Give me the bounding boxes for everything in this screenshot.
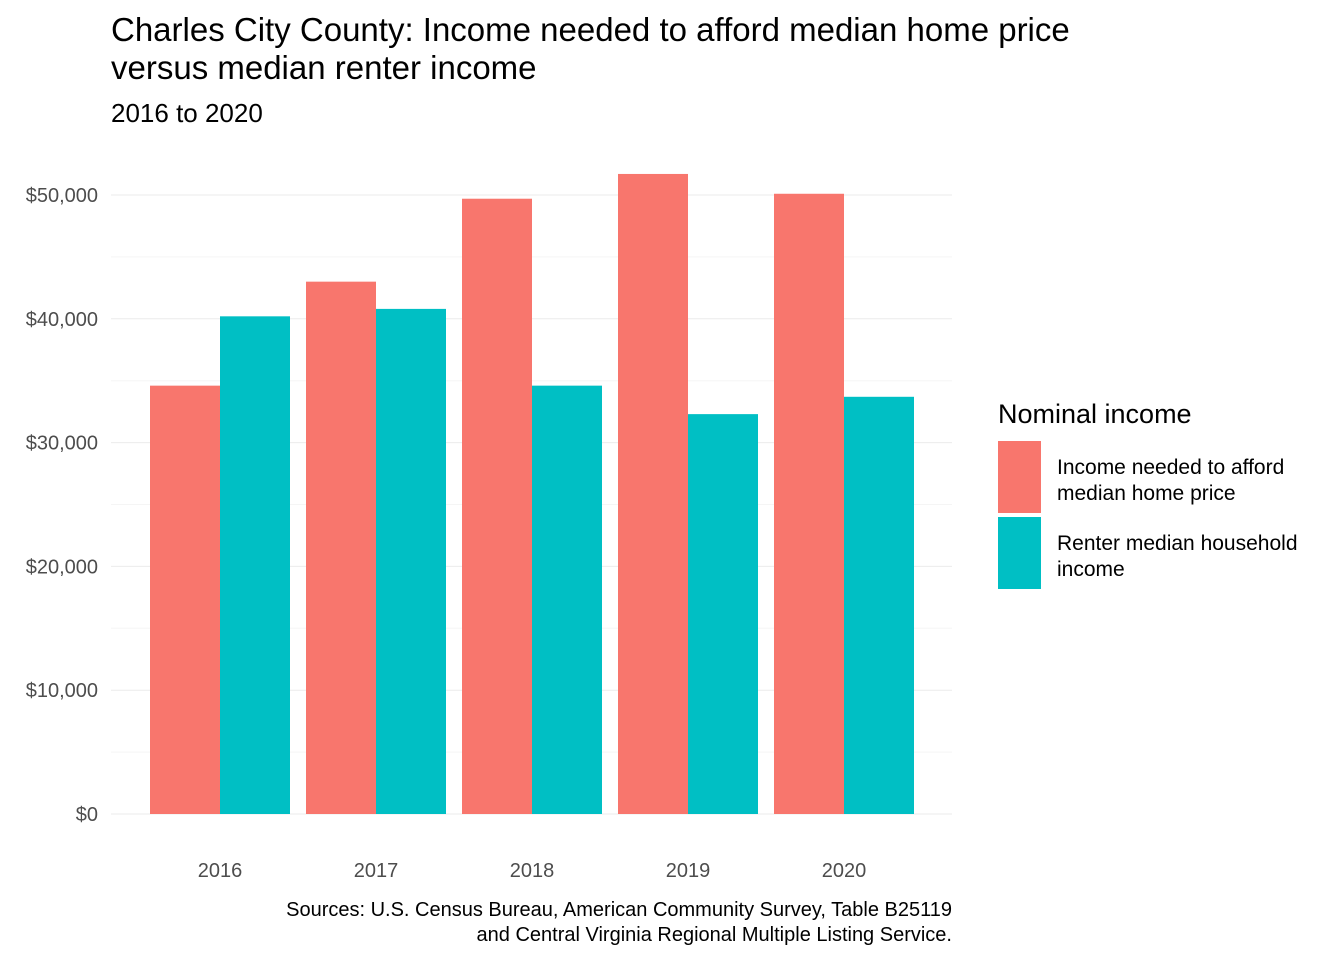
y-tick-label: $0 bbox=[76, 804, 98, 826]
legend-key-home-price-income bbox=[998, 441, 1041, 513]
x-tick-label-2018: 2018 bbox=[510, 860, 555, 882]
legend-label-home-price-income-line-2: median home price bbox=[1057, 482, 1236, 505]
legend-label-renter-income-line-2: income bbox=[1057, 558, 1125, 581]
y-tick-label: $20,000 bbox=[26, 556, 98, 578]
bar-home-price-income-2018 bbox=[462, 198, 532, 815]
y-tick-label: $40,000 bbox=[26, 309, 98, 331]
bar-renter-income-2019 bbox=[688, 414, 758, 814]
caption-line-1: Sources: U.S. Census Bureau, American Co… bbox=[286, 899, 952, 921]
chart-title-line-2: versus median renter income bbox=[111, 49, 537, 86]
y-tick-label: $10,000 bbox=[26, 680, 98, 702]
bar-renter-income-2016 bbox=[220, 316, 290, 814]
bar-home-price-income-2017 bbox=[306, 281, 376, 814]
bar-home-price-income-2019 bbox=[618, 173, 688, 815]
legend-title: Nominal income bbox=[998, 399, 1192, 429]
caption-line-2: and Central Virginia Regional Multiple L… bbox=[477, 924, 952, 946]
x-axis-tick-labels: 2016 2017 2018 2019 2020 bbox=[198, 860, 867, 882]
x-tick-label-2017: 2017 bbox=[354, 860, 399, 882]
x-tick-label-2019: 2019 bbox=[666, 860, 711, 882]
x-tick-label-2020: 2020 bbox=[822, 860, 867, 882]
y-axis-tick-labels: $0 $10,000 $20,000 $30,000 $40,000 $50,000 bbox=[26, 185, 98, 826]
bar-home-price-income-2020 bbox=[774, 193, 844, 815]
chart-subtitle: 2016 to 2020 bbox=[111, 98, 263, 128]
bars bbox=[150, 173, 914, 815]
y-tick-label: $50,000 bbox=[26, 185, 98, 207]
x-tick-label-2016: 2016 bbox=[198, 860, 243, 882]
bar-renter-income-2020 bbox=[844, 396, 914, 814]
legend-key-renter-income bbox=[998, 517, 1041, 589]
legend-label-home-price-income-line-1: Income needed to afford bbox=[1057, 456, 1284, 479]
bar-renter-income-2017 bbox=[376, 308, 446, 814]
y-tick-label: $30,000 bbox=[26, 433, 98, 455]
chart-title-line-1: Charles City County: Income needed to af… bbox=[111, 11, 1070, 48]
legend: Nominal income Income needed to afford m… bbox=[998, 399, 1298, 589]
bar-home-price-income-2016 bbox=[150, 385, 220, 814]
legend-label-renter-income-line-1: Renter median household bbox=[1057, 532, 1298, 555]
bar-renter-income-2018 bbox=[532, 385, 602, 814]
